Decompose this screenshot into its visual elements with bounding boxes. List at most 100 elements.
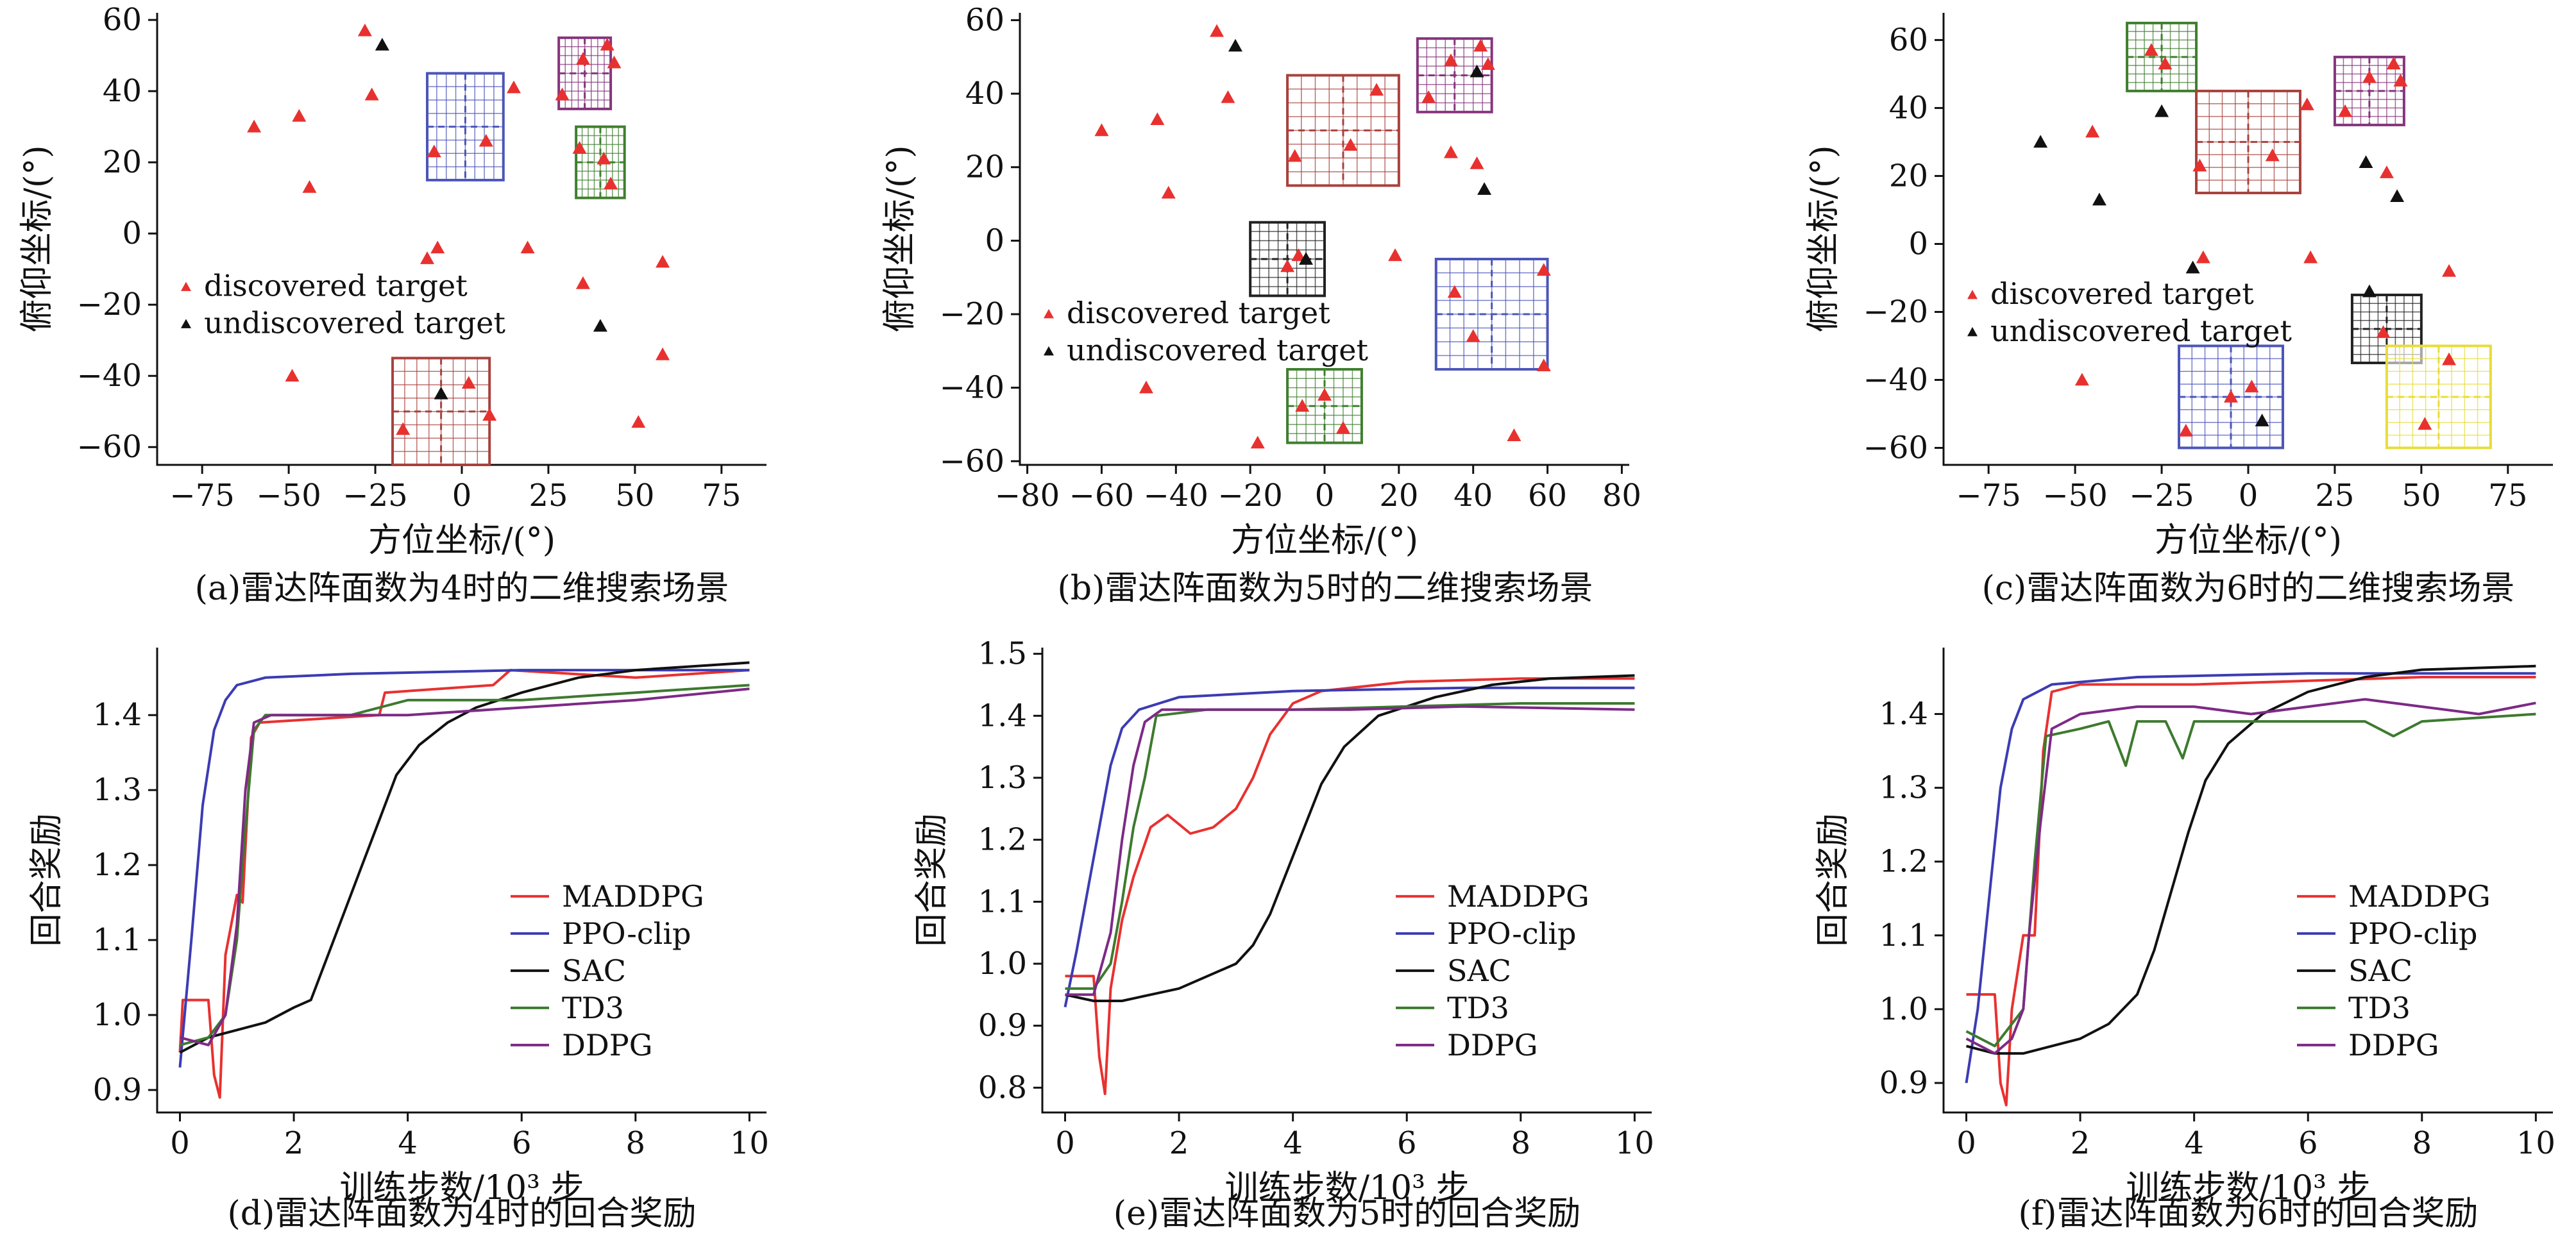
legend-label: PPO-clip (1447, 916, 1576, 951)
legend-label: discovered target (1067, 296, 1330, 330)
search-region-box (1286, 74, 1400, 187)
y-tick-label: 0.9 (93, 1072, 142, 1108)
discovered-target-point (1150, 112, 1165, 126)
undiscovered-legend-marker (1967, 326, 1978, 337)
x-axis-title: 训练步数/10³ 步 (339, 1169, 584, 1207)
x-tick-label: 60 (1528, 478, 1567, 514)
x-tick-label: 6 (2298, 1125, 2318, 1161)
y-axis-title: 俯仰坐标/(°) (18, 145, 56, 332)
y-tick-label: 0 (122, 215, 142, 251)
discovered-target-point (292, 108, 307, 122)
x-tick-label: 0 (452, 478, 472, 514)
legend-label: DDPG (1447, 1028, 1538, 1062)
panel-caption: (a)雷达阵面数为4时的二维搜索场景 (195, 569, 729, 608)
y-tick-label: 1.2 (93, 847, 142, 883)
discovered-target-point (1250, 435, 1265, 449)
y-tick-label: 20 (965, 149, 1004, 185)
y-tick-label: −60 (940, 443, 1004, 479)
y-tick-label: 0.8 (978, 1070, 1027, 1105)
axis-spine (1041, 648, 1652, 1114)
discovered-target-point (2442, 264, 2457, 277)
y-tick-label: −40 (77, 358, 142, 394)
discovered-target-point (2303, 250, 2318, 264)
discovered-target-point (430, 240, 445, 254)
discovered-target-point (1443, 53, 1458, 67)
discovered-target-point (2085, 124, 2100, 138)
discovered-target-point (2338, 104, 2353, 117)
search-region-box (2126, 21, 2198, 92)
y-tick-label: 0 (1908, 226, 1928, 262)
series-line-ddpg (179, 687, 750, 1046)
y-tick-label: 40 (1889, 90, 1928, 126)
legend-label: TD3 (1447, 991, 1509, 1025)
y-tick-label: 1.1 (978, 884, 1027, 919)
discovered-target-point (656, 255, 670, 268)
undiscovered-target-point (2185, 260, 2200, 274)
series-line-ppo-clip (178, 669, 750, 1068)
x-tick-label: 8 (1511, 1125, 1531, 1161)
discovered-target-point (1480, 57, 1495, 71)
search-region-box (2195, 89, 2301, 194)
legend-label: DDPG (2348, 1028, 2439, 1062)
series-line-ppo-clip (1965, 672, 2536, 1084)
undiscovered-legend-marker (181, 319, 191, 328)
x-tick-label: 2 (284, 1125, 304, 1161)
x-axis-title: 方位坐标/(°) (2155, 521, 2342, 560)
axis-spine (156, 13, 767, 466)
y-tick-label: 1.2 (1879, 844, 1928, 880)
chart-panel-4: 0 2 4 6 8 10 0.9 1.0 1.1 1.2 1.3 1.4 训练步数/10³ 步 回合奖励 (… (28, 648, 769, 1233)
discovered-target-point (2192, 158, 2207, 172)
discovered-target-point (2362, 70, 2377, 83)
discovered-target-point (2386, 56, 2401, 70)
y-tick-label: −40 (1863, 362, 1928, 398)
discovered-target-point (2376, 325, 2391, 339)
search-region-box (391, 357, 491, 466)
discovered-target-point (2178, 423, 2193, 437)
series-line-ddpg (1065, 705, 1635, 996)
undiscovered-target-point (1228, 38, 1242, 52)
legend-label: PPO-clip (562, 916, 691, 951)
search-region-box (1249, 221, 1326, 298)
x-tick-label: −20 (1217, 478, 1282, 514)
legend-label: MADDPG (2348, 879, 2491, 914)
y-tick-label: 60 (965, 2, 1004, 38)
discovered-target-point (1280, 259, 1295, 273)
chart-panel-1: −75 −50 −25 0 25 50 75 −60 −40 −20 0 20 40 60 方位坐标/(°)… (18, 2, 767, 608)
y-axis-title: 俯仰坐标/(°) (881, 145, 919, 332)
discovered-target-point (2379, 165, 2394, 178)
x-tick-label: 0 (170, 1125, 190, 1161)
discovered-target-point (1388, 248, 1403, 262)
discovered-target-point (1473, 38, 1488, 52)
undiscovered-target-point (593, 319, 607, 332)
discovered-target-point (1094, 123, 1109, 137)
undiscovered-target-point (2359, 155, 2373, 169)
discovered-target-point (1421, 90, 1436, 103)
discovered-target-point (1466, 329, 1480, 342)
y-axis-title: 回合奖励 (28, 813, 66, 946)
discovered-target-point (1507, 428, 1521, 441)
y-tick-label: 1.0 (978, 946, 1027, 982)
discovered-target-point (364, 87, 379, 101)
legend-label: discovered target (204, 268, 468, 303)
discovered-target-point (2418, 417, 2432, 430)
y-tick-label: 1.0 (93, 997, 142, 1033)
y-tick-label: 20 (1889, 158, 1928, 194)
discovered-legend-marker (181, 281, 191, 291)
undiscovered-target-point (375, 37, 389, 51)
x-tick-label: 6 (512, 1125, 532, 1161)
x-tick-label: 75 (702, 478, 741, 514)
legend-label: discovered target (1990, 276, 2254, 311)
x-tick-label: 4 (1283, 1125, 1303, 1161)
x-tick-label: 25 (529, 478, 568, 514)
x-tick-label: 10 (1615, 1125, 1654, 1161)
x-tick-label: 20 (1379, 478, 1418, 514)
undiscovered-target-point (2362, 284, 2377, 298)
undiscovered-legend-marker (1044, 346, 1054, 356)
y-tick-label: 60 (1889, 22, 1928, 58)
discovered-target-point (2224, 389, 2239, 403)
